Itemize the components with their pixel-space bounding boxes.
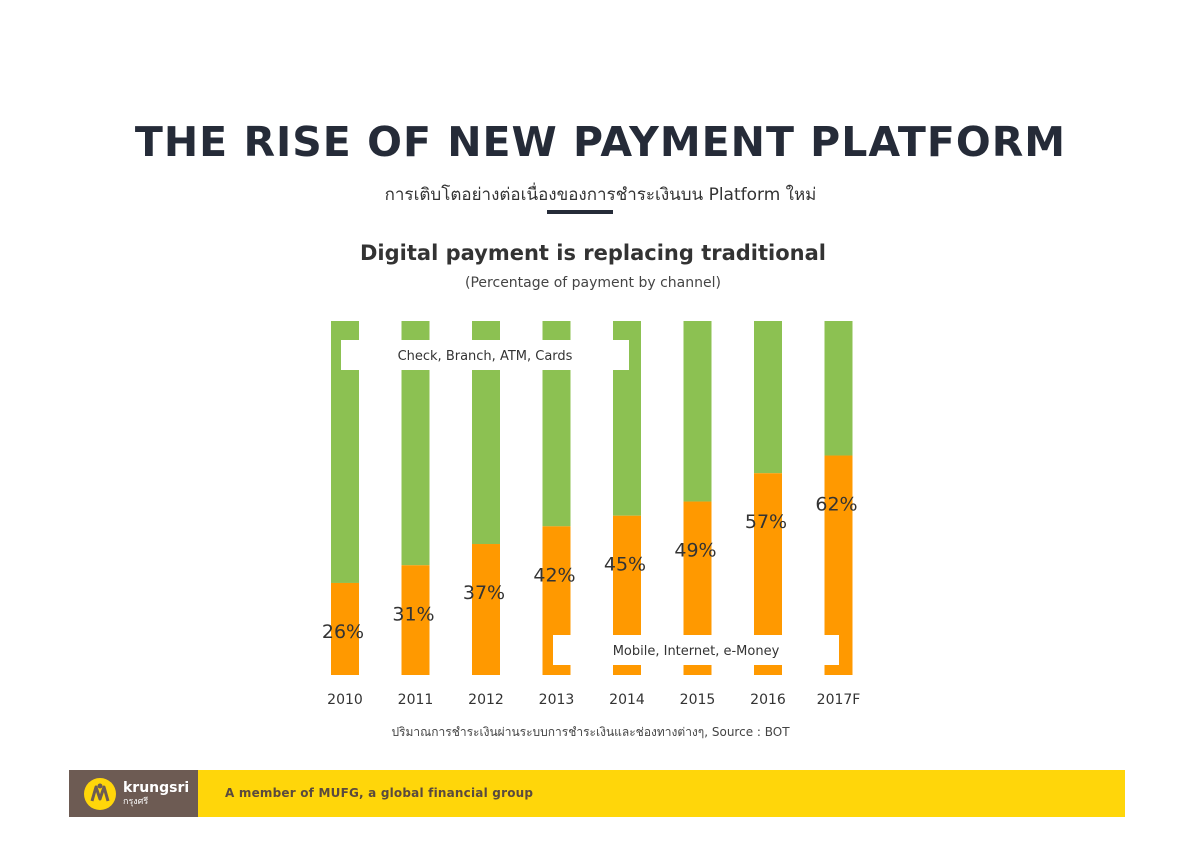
legend-digital-box <box>553 635 839 665</box>
data-label-2017F: 62% <box>815 494 857 516</box>
x-tick-label-2013: 2013 <box>539 692 575 708</box>
data-label-2013: 42% <box>533 564 575 586</box>
data-label-2016: 57% <box>745 511 787 533</box>
x-tick-label-2012: 2012 <box>468 692 504 708</box>
x-tick-label-2015: 2015 <box>680 692 716 708</box>
x-tick-label-2011: 2011 <box>398 692 434 708</box>
chart-subtitle: (Percentage of payment by channel) <box>465 275 721 291</box>
legend-digital: Mobile, Internet, e-Money <box>613 644 780 659</box>
x-tick-label-2010: 2010 <box>327 692 363 708</box>
krungsri-emblem-icon <box>84 777 116 810</box>
data-label-2012: 37% <box>463 582 505 604</box>
page-title: THE RISE OF NEW PAYMENT PLATFORM <box>134 118 1067 166</box>
legend-traditional: Check, Branch, ATM, Cards <box>398 349 573 364</box>
bar-traditional-2017F <box>824 321 853 456</box>
title-divider <box>547 210 613 214</box>
data-label-2010: 26% <box>322 621 364 643</box>
footer-bar: krungsri กรุงศรี A member of MUFG, a glo… <box>69 770 1125 817</box>
data-label-2014: 45% <box>604 554 646 576</box>
legend-traditional-box <box>341 340 629 370</box>
bar-digital-2011 <box>401 565 430 675</box>
bar-traditional-2015 <box>683 321 712 502</box>
chart-title: Digital payment is replacing traditional <box>360 241 826 265</box>
footer-tagline: A member of MUFG, a global financial gro… <box>225 786 534 800</box>
brand-name-thai: กรุงศรี <box>123 796 149 807</box>
page-subtitle: การเติบโตอย่างต่อเนื่องของการชำระเงินบน … <box>384 185 817 205</box>
data-label-2011: 31% <box>392 603 434 625</box>
krungsri-logo[interactable]: krungsri กรุงศรี <box>69 770 198 817</box>
data-label-2015: 49% <box>674 540 716 562</box>
bar-digital-2012 <box>472 544 500 675</box>
brand-name: krungsri <box>123 779 190 796</box>
source-note: ปริมาณการชำระเงินผ่านระบบการชำระเงินและช… <box>391 725 790 739</box>
x-tick-label-2016: 2016 <box>750 692 786 708</box>
bar-digital-2010 <box>331 582 359 675</box>
x-tick-label-2014: 2014 <box>609 692 645 708</box>
x-tick-label-2017F: 2017F <box>817 692 861 708</box>
bar-traditional-2016 <box>754 321 782 474</box>
